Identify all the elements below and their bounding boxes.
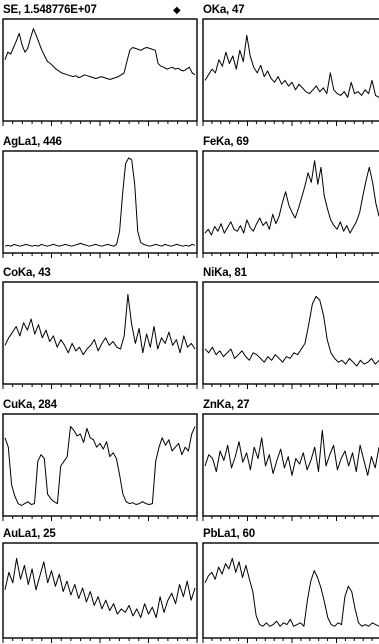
panel-coka: CoKa, 43 (3, 267, 197, 389)
trace-nika (205, 296, 379, 366)
axis-ticks-nika (203, 384, 379, 389)
trace-aula1 (5, 558, 195, 617)
panel-znka: ZnKa, 27 (203, 399, 379, 521)
panel-se: SE, 1.548776E+07 ◆ (3, 4, 197, 126)
trace-oka (205, 35, 379, 97)
trace-cuka (5, 427, 195, 506)
trace-se (5, 29, 195, 80)
panel-title-aula1: AuLa1, 25 (3, 528, 56, 540)
panel-title-coka: CoKa, 43 (3, 267, 51, 279)
panel-nika: NiKa, 81 (203, 267, 379, 389)
panel-title-agla1: AgLa1, 446 (3, 136, 62, 148)
trace-coka (5, 295, 195, 355)
panel-title-znka: ZnKa, 27 (203, 399, 249, 411)
axis-ticks-aula1 (3, 638, 197, 643)
panel-feka: FeKa, 69 (203, 136, 379, 258)
panel-title-pbla1: PbLa1, 60 (203, 528, 255, 540)
trace-agla1 (5, 158, 195, 246)
panel-frame-feka (203, 151, 379, 253)
panel-frame-oka (203, 19, 379, 121)
panel-title-se: SE, 1.548776E+07 (3, 4, 97, 16)
trace-feka (205, 161, 379, 235)
panel-title-feka: FeKa, 69 (203, 136, 249, 148)
axis-ticks-coka (3, 384, 197, 389)
panel-pbla1: PbLa1, 60 (203, 528, 379, 643)
axis-ticks-pbla1 (203, 638, 379, 643)
marker-icon: ◆ (173, 5, 181, 16)
axis-ticks-cuka (3, 516, 197, 521)
panel-frame-coka (3, 282, 197, 384)
panel-title-nika: NiKa, 81 (203, 267, 248, 279)
panel-frame-pbla1 (203, 543, 379, 638)
panel-aula1: AuLa1, 25 (3, 528, 197, 643)
panel-title-oka: OKa, 47 (203, 4, 244, 16)
panel-frame-nika (203, 282, 379, 384)
axis-ticks-se (3, 121, 197, 126)
panel-frame-agla1 (3, 151, 197, 253)
panel-oka: OKa, 47 (203, 4, 379, 126)
panel-cuka: CuKa, 284 (3, 399, 197, 521)
axis-ticks-znka (203, 516, 379, 521)
panel-frame-cuka (3, 414, 197, 516)
panel-frame-znka (203, 414, 379, 516)
axis-ticks-feka (203, 253, 379, 258)
axis-ticks-oka (203, 121, 379, 126)
trace-pbla1 (205, 558, 379, 626)
panel-title-cuka: CuKa, 284 (3, 399, 58, 411)
axis-ticks-agla1 (3, 253, 197, 258)
panel-frame-aula1 (3, 543, 197, 638)
trace-znka (205, 430, 379, 475)
panel-agla1: AgLa1, 446 (3, 136, 197, 258)
